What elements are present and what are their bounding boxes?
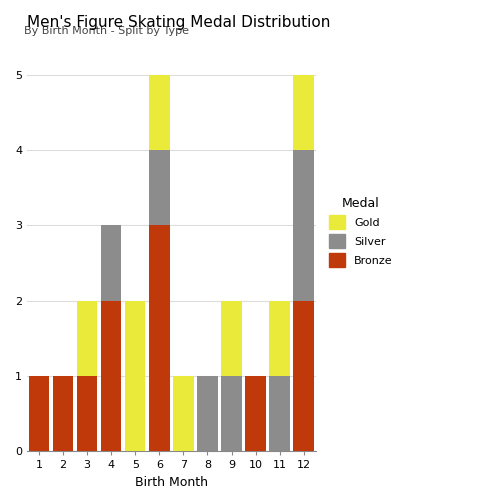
Bar — [221, 301, 242, 376]
Bar — [149, 150, 169, 225]
Bar — [293, 150, 314, 301]
Bar — [149, 225, 169, 452]
Legend: Gold, Silver, Bronze: Gold, Silver, Bronze — [324, 192, 397, 271]
Bar — [293, 75, 314, 150]
X-axis label: Birth Month: Birth Month — [135, 476, 208, 489]
Bar — [293, 301, 314, 452]
Bar — [53, 376, 73, 452]
Bar — [101, 225, 121, 301]
Bar — [173, 376, 194, 452]
Text: Men's Figure Skating Medal Distribution: Men's Figure Skating Medal Distribution — [27, 15, 330, 30]
Bar — [221, 376, 242, 452]
Bar — [149, 75, 169, 150]
Bar — [125, 301, 146, 452]
Bar — [245, 376, 266, 452]
Bar — [101, 301, 121, 452]
Bar — [270, 376, 290, 452]
Bar — [197, 376, 218, 452]
Bar — [270, 301, 290, 376]
Bar — [77, 301, 97, 376]
Text: By Birth Month - Split by Type: By Birth Month - Split by Type — [24, 26, 189, 36]
Bar — [29, 376, 49, 452]
Bar — [77, 376, 97, 452]
